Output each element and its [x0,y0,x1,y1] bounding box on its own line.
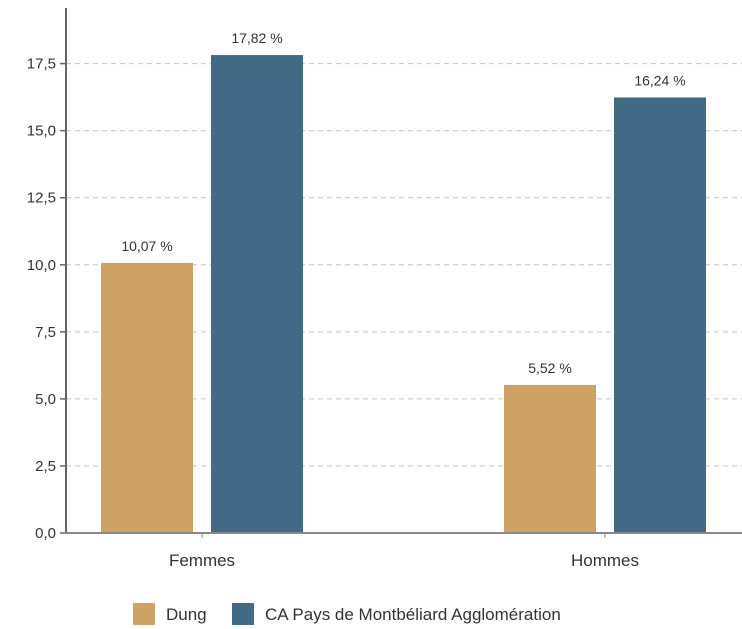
category-labels: Femmes Hommes [169,551,639,570]
y-axis-ticks: 0,0 2,5 5,0 7,5 10,0 12,5 15,0 17,5 [27,56,66,542]
data-label: 10,07 % [121,238,172,254]
y-tick-label: 0,0 [35,525,56,542]
legend: Dung CA Pays de Montbéliard Agglomération [133,603,561,625]
legend-swatch [133,603,155,625]
y-tick-label: 10,0 [27,257,56,274]
data-label: 16,24 % [634,72,685,88]
bar-hommes-series-1 [504,385,596,533]
legend-label: CA Pays de Montbéliard Agglomération [265,605,561,624]
data-labels: 10,07 % 17,82 % 5,52 % 16,24 % [121,30,685,376]
bars [101,55,706,533]
y-tick-label: 5,0 [35,391,56,408]
bar-femmes-series-1 [101,263,193,533]
y-tick-label: 15,0 [27,123,56,140]
y-tick-label: 2,5 [35,458,56,475]
data-label: 17,82 % [231,30,282,46]
legend-label: Dung [166,605,207,624]
y-tick-label: 7,5 [35,324,56,341]
legend-swatch [232,603,254,625]
data-label: 5,52 % [528,360,572,376]
bar-hommes-series-2 [614,97,706,533]
x-category-label: Hommes [571,551,639,570]
y-tick-label: 12,5 [27,190,56,207]
bar-femmes-series-2 [211,55,303,533]
y-tick-label: 17,5 [27,56,56,73]
x-category-label: Femmes [169,551,235,570]
